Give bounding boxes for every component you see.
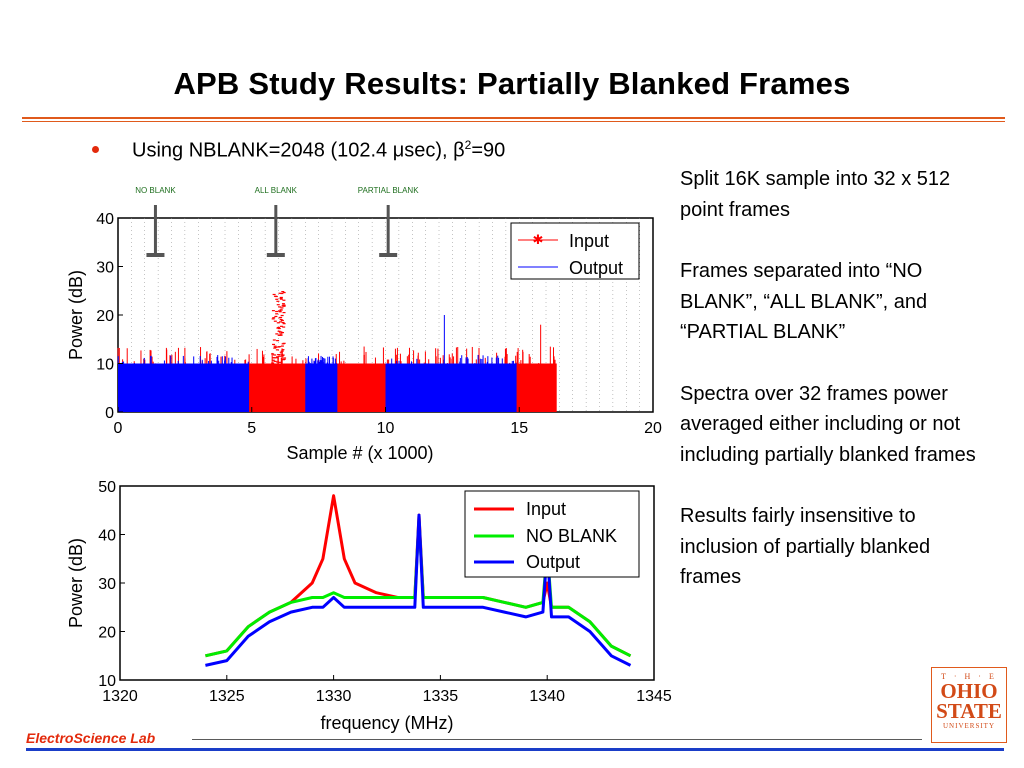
legend-label-output: Output [526, 552, 580, 572]
y-tick-label: 10 [98, 673, 116, 690]
series-line [205, 513, 632, 667]
region-label: ALL BLANK [255, 186, 298, 195]
output-samples [118, 363, 250, 412]
y-axis-label: Power (dB) [66, 270, 86, 360]
bullet-text: Using NBLANK=2048 (102.4 μsec), β2=90 [132, 138, 505, 163]
time-domain-chart: NO BLANK ALL BLANK PARTIAL BLANK 0 5 10 15 200… [66, 186, 662, 463]
mu-symbol: μ [392, 139, 405, 162]
bullet-text-mid: sec), [404, 139, 454, 162]
x-tick-label: 0 [114, 420, 123, 437]
x-axis-label: Sample # (x 1000) [286, 443, 433, 463]
footer-lab-name: ElectroScience Lab [26, 730, 156, 746]
note-paragraph: Spectra over 32 frames power averaged ei… [680, 382, 976, 466]
legend: ✱ Input Output [510, 222, 640, 280]
x-tick-label: 10 [377, 420, 395, 437]
region-label: NO BLANK [135, 186, 176, 195]
x-tick-label: 1345 [636, 688, 672, 705]
x-tick-label: 1340 [529, 688, 565, 705]
beta-symbol: β [453, 139, 465, 162]
annotations: NO BLANK ALL BLANK PARTIAL BLANK [135, 186, 419, 257]
university-logo: T · H · E OHIO STATE UNIVERSITY [931, 667, 1007, 743]
output-samples [305, 363, 338, 412]
note-paragraph: Results fairly insensitive to inclusion … [680, 505, 931, 588]
y-tick-label: 10 [96, 357, 114, 374]
notes-panel: Split 16K sample into 32 x 512 point fra… [680, 164, 980, 624]
y-tick-label: 50 [98, 479, 116, 496]
bullet-text-post: =90 [471, 139, 506, 162]
legend-marker: ✱ [533, 232, 544, 247]
legend-label-input: Input [526, 499, 566, 519]
tick-labels: 1320 1325 1330 1335 1340 1345 10 20 30 40 50 [98, 479, 672, 705]
tick-labels: 0 5 10 15 20 0 10 20 30 40 [96, 211, 662, 437]
grid-lines [131, 218, 640, 412]
legend: Input NO BLANK Output [464, 490, 640, 578]
x-tick-label: 1335 [423, 688, 459, 705]
title-divider [22, 117, 1005, 119]
x-tick-label: 1330 [316, 688, 352, 705]
legend-label-no-blank: NO BLANK [526, 526, 617, 546]
y-tick-label: 30 [96, 260, 114, 277]
x-tick-label: 5 [247, 420, 256, 437]
logo-text-university: UNIVERSITY [943, 722, 995, 730]
y-tick-label: 0 [105, 405, 114, 422]
data-marks [117, 291, 557, 412]
footer-divider [192, 739, 922, 740]
slide-title: APB Study Results: Partially Blanked Fra… [173, 66, 851, 101]
x-tick-label: 20 [644, 420, 662, 437]
output-samples [385, 363, 517, 412]
x-tick-label: 1325 [209, 688, 245, 705]
note-paragraph: Split 16K sample into 32 x 512 point fra… [680, 168, 951, 221]
data-lines [205, 494, 632, 667]
logo-text-ohio: OHIO [940, 679, 998, 703]
bullet-dot-icon [92, 146, 99, 153]
y-tick-label: 40 [98, 528, 116, 545]
y-tick-label: 40 [96, 211, 114, 228]
y-tick-label: 20 [96, 308, 114, 325]
bullet-text-pre: Using NBLANK=2048 (102.4 [132, 139, 393, 162]
y-tick-label: 30 [98, 576, 116, 593]
logo-text-the: T · H · E [941, 672, 997, 681]
legend-label-output: Output [569, 258, 623, 278]
legend-label-input: Input [569, 231, 609, 251]
y-tick-label: 20 [98, 625, 116, 642]
beta-exponent: 2 [464, 138, 472, 152]
x-tick-label: 15 [510, 420, 528, 437]
x-tick-label: 1320 [102, 688, 138, 705]
footer-bar [26, 748, 1004, 751]
title-divider-thin [22, 121, 1005, 122]
x-axis-label: frequency (MHz) [320, 713, 453, 733]
region-label: PARTIAL BLANK [358, 186, 419, 195]
note-paragraph: Frames separated into “NO BLANK”, “ALL B… [680, 260, 928, 343]
y-axis-label: Power (dB) [66, 538, 86, 628]
logo-text-state: STATE [936, 699, 1002, 723]
spectrum-chart: 1320 1325 1330 1335 1340 1345 10 20 30 40 50 Input… [66, 479, 672, 733]
